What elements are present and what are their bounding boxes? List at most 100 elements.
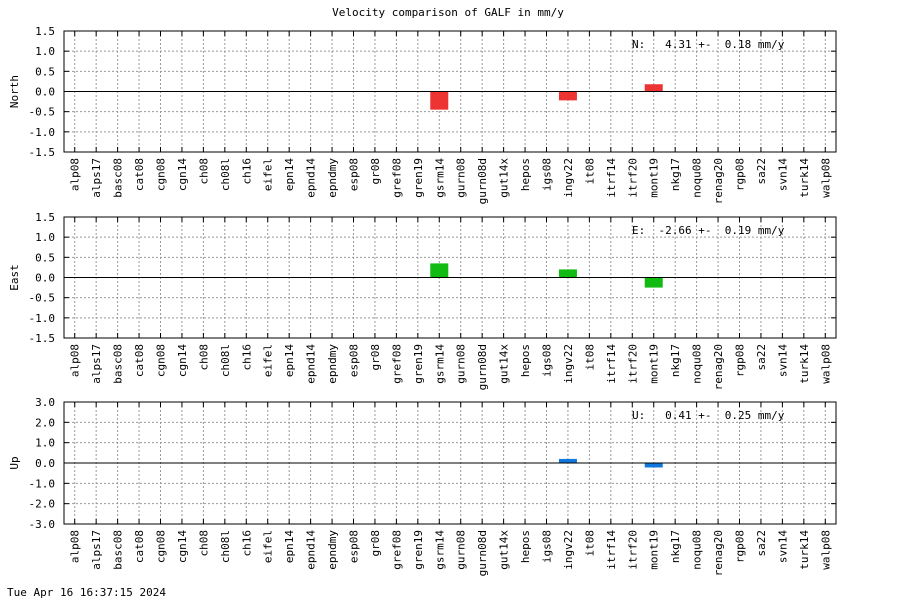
up-bar-ingv22 bbox=[558, 458, 577, 463]
up-xtick-label: eifel bbox=[262, 530, 275, 563]
up-xtick-label: cat08 bbox=[133, 530, 146, 563]
up-xtick-label: it08 bbox=[583, 530, 596, 557]
east-xtick-label: cat08 bbox=[133, 344, 146, 377]
north-xtick-label: alp08 bbox=[69, 158, 82, 191]
up-annotation: U: 0.41 +- 0.25 mm/y bbox=[632, 409, 785, 422]
east-xtick-label: nkg17 bbox=[669, 344, 682, 377]
chart-title: Velocity comparison of GALF in mm/y bbox=[332, 6, 564, 19]
up-xtick-label: gr08 bbox=[369, 530, 382, 557]
east-xtick-label: gr08 bbox=[369, 344, 382, 371]
north-ytick-label: -0.5 bbox=[29, 106, 56, 119]
east-ytick-label: 0.0 bbox=[35, 272, 55, 285]
up-xtick-label: rgp08 bbox=[734, 530, 747, 563]
north-ytick-label: 0.0 bbox=[35, 86, 55, 99]
up-ytick-label: -3.0 bbox=[29, 518, 56, 531]
east-xtick-label: it08 bbox=[583, 344, 596, 371]
east-ytick-label: -1.0 bbox=[29, 312, 56, 325]
north-xtick-label: ch08 bbox=[197, 158, 210, 185]
timestamp-footer: Tue Apr 16 16:37:15 2024 bbox=[7, 586, 166, 599]
east-xtick-label: eifel bbox=[262, 344, 275, 377]
up-xtick-label: itrf14 bbox=[605, 530, 618, 570]
north-xtick-label: walp08 bbox=[819, 158, 832, 198]
north-xtick-label: gref08 bbox=[390, 158, 403, 198]
up-xtick-label: epn14 bbox=[283, 530, 296, 563]
up-ylabel: Up bbox=[8, 456, 21, 469]
east-ylabel: East bbox=[8, 264, 21, 291]
north-xtick-label: rgp08 bbox=[734, 158, 747, 191]
east-ytick-label: 1.0 bbox=[35, 231, 55, 244]
up-ytick-label: -2.0 bbox=[29, 498, 56, 511]
up-xtick-label: ingv22 bbox=[562, 530, 575, 570]
up-xtick-label: alp08 bbox=[69, 530, 82, 563]
up-ytick-label: 1.0 bbox=[35, 437, 55, 450]
up-xtick-label: ch16 bbox=[240, 530, 253, 557]
north-xtick-label: eifel bbox=[262, 158, 275, 191]
up-ytick-label: -1.0 bbox=[29, 477, 56, 490]
up-xtick-label: walp08 bbox=[819, 530, 832, 570]
north-xtick-label: cat08 bbox=[133, 158, 146, 191]
north-xtick-label: turk14 bbox=[798, 158, 811, 198]
up-xtick-label: gurn08 bbox=[455, 530, 468, 570]
north-xtick-label: mont19 bbox=[648, 158, 661, 198]
east-xtick-label: basc08 bbox=[112, 344, 125, 384]
up-xtick-label: epndmy bbox=[326, 530, 339, 570]
up-xtick-label: epnd14 bbox=[305, 530, 318, 570]
north-xtick-label: epnd14 bbox=[305, 158, 318, 198]
up-xtick-label: gsrm14 bbox=[433, 530, 446, 570]
up-xtick-label: gren19 bbox=[412, 530, 425, 570]
north-xtick-label: ingv22 bbox=[562, 158, 575, 198]
east-xtick-label: ingv22 bbox=[562, 344, 575, 384]
up-xtick-label: ch08l bbox=[219, 530, 232, 563]
east-xtick-label: rgp08 bbox=[734, 344, 747, 377]
up-xtick-label: gut14x bbox=[498, 530, 511, 570]
east-bar-ingv22 bbox=[558, 269, 577, 278]
up-ytick-label: 2.0 bbox=[35, 416, 55, 429]
east-xtick-label: itrf14 bbox=[605, 344, 618, 384]
east-ytick-label: 0.5 bbox=[35, 251, 55, 264]
east-xtick-label: gurn08 bbox=[455, 344, 468, 384]
east-xtick-label: epndmy bbox=[326, 344, 339, 384]
up-xtick-label: svn14 bbox=[776, 530, 789, 563]
north-xtick-label: igs08 bbox=[541, 158, 554, 191]
east-xtick-label: gut14x bbox=[498, 344, 511, 384]
east-bar-gsrm14 bbox=[430, 263, 449, 278]
up-xtick-label: alps17 bbox=[90, 530, 103, 570]
north-ytick-label: 1.5 bbox=[35, 25, 55, 38]
north-plot-frame bbox=[63, 30, 837, 153]
east-ytick-label: -1.5 bbox=[29, 332, 56, 345]
north-xtick-label: itrf14 bbox=[605, 158, 618, 198]
east-xtick-label: alp08 bbox=[69, 344, 82, 377]
east-xtick-label: sa22 bbox=[755, 344, 768, 371]
north-ytick-label: 1.0 bbox=[35, 45, 55, 58]
north-xtick-label: ch16 bbox=[240, 158, 253, 185]
east-xtick-label: cgn14 bbox=[176, 344, 189, 377]
north-xtick-label: gut14x bbox=[498, 158, 511, 198]
east-xtick-label: hepos bbox=[519, 344, 532, 377]
north-xtick-label: gr08 bbox=[369, 158, 382, 185]
north-xtick-label: gurn08 bbox=[455, 158, 468, 198]
up-xtick-label: mont19 bbox=[648, 530, 661, 570]
up-xtick-label: igs08 bbox=[541, 530, 554, 563]
up-bar-mont19 bbox=[644, 463, 663, 468]
north-xtick-label: basc08 bbox=[112, 158, 125, 198]
east-xtick-label: ch16 bbox=[240, 344, 253, 371]
north-ylabel: North bbox=[8, 75, 21, 108]
north-xtick-label: cgn08 bbox=[155, 158, 168, 191]
east-xtick-label: mont19 bbox=[648, 344, 661, 384]
east-xtick-label: svn14 bbox=[776, 344, 789, 377]
north-annotation: N: 4.31 +- 0.18 mm/y bbox=[632, 38, 785, 51]
east-plot-frame bbox=[63, 216, 837, 339]
up-xtick-label: noqu08 bbox=[691, 530, 704, 570]
up-xtick-label: itrf20 bbox=[626, 530, 639, 570]
north-xtick-label: gurn08d bbox=[476, 158, 489, 204]
north-xtick-label: ch08l bbox=[219, 158, 232, 191]
north-xtick-label: epn14 bbox=[283, 158, 296, 191]
east-xtick-label: gurn08d bbox=[476, 344, 489, 390]
north-bar-gsrm14 bbox=[430, 91, 449, 110]
east-xtick-label: noqu08 bbox=[691, 344, 704, 384]
north-ytick-label: -1.5 bbox=[29, 146, 56, 159]
east-xtick-label: esp08 bbox=[348, 344, 361, 377]
north-xtick-label: epndmy bbox=[326, 158, 339, 198]
north-xtick-label: cgn14 bbox=[176, 158, 189, 191]
